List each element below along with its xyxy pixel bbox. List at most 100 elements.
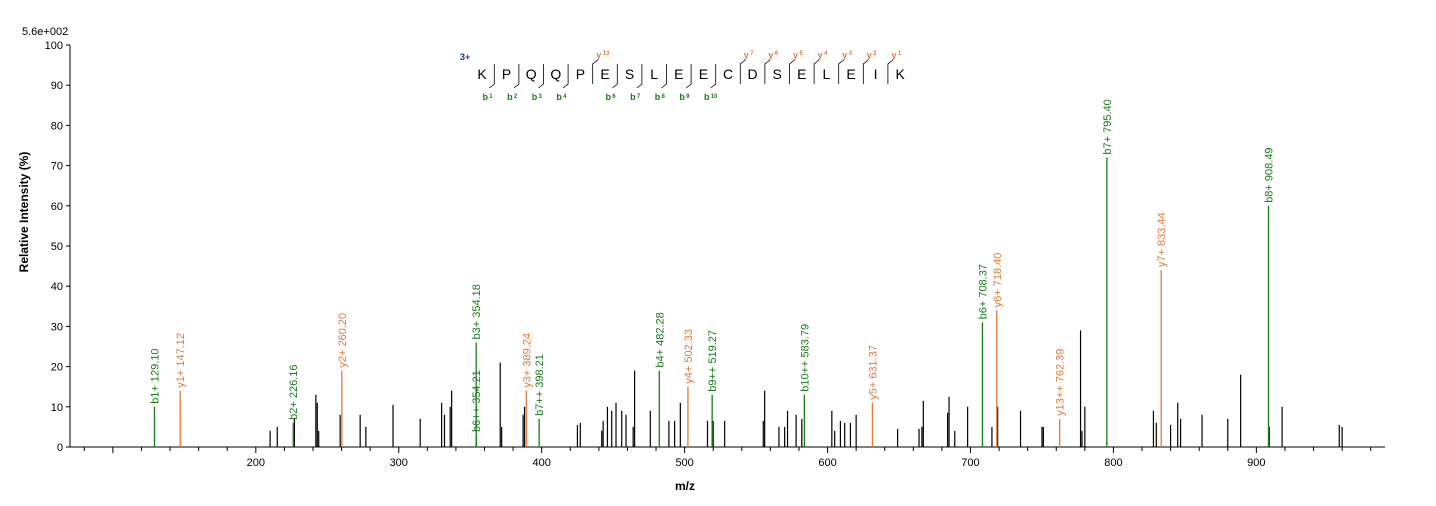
x-tick-label: 800 — [1104, 457, 1122, 469]
b-ion-letter: b — [556, 92, 562, 102]
sequence-residue: Q — [526, 66, 537, 82]
x-tick-label: 400 — [533, 457, 551, 469]
y-ion-bracket — [813, 59, 820, 84]
y-ion-letter: y — [596, 50, 601, 60]
y-ion-bracket — [739, 59, 746, 84]
peaks — [153, 157, 1343, 447]
y-ion-letter: y — [818, 50, 823, 60]
x-tick-label: 200 — [247, 457, 265, 469]
y-ion-bracket — [789, 59, 795, 84]
y-tick-label: 100 — [45, 40, 63, 52]
peak-label: b1+ 129.10 — [149, 348, 161, 403]
peak-label: y6+ 718.40 — [992, 253, 1004, 308]
b-ion-number: 1 — [489, 94, 493, 100]
b-ion-letter: b — [704, 92, 710, 102]
sequence-residue: Q — [550, 66, 561, 82]
peak-label: y3+ 389.24 — [521, 333, 533, 388]
y-tick-label: 0 — [57, 442, 63, 454]
sequence-residue: E — [600, 66, 609, 82]
x-tick-label: 900 — [1247, 457, 1265, 469]
b-ion-bracket — [489, 64, 495, 89]
x-tick-label: 600 — [818, 457, 836, 469]
b-ion-number: 6 — [612, 94, 616, 100]
y-ion-number: 13 — [603, 51, 610, 57]
peak-label: b7++ 398.21 — [534, 354, 546, 416]
b-ion-bracket — [685, 64, 692, 89]
b-ion-bracket — [562, 64, 569, 89]
sequence-residue: K — [477, 66, 487, 82]
y-ion-letter: y — [793, 50, 798, 60]
peak-label: b6++ 354.21 — [471, 370, 483, 432]
y-tick-label: 10 — [51, 402, 63, 414]
y-ion-letter: y — [891, 50, 896, 60]
b-ion-number: 3 — [539, 94, 543, 100]
b-ion-bracket — [612, 64, 618, 89]
sequence-residue: L — [823, 66, 831, 82]
b-ion-marker: b 10 — [704, 64, 718, 102]
y-ion-bracket — [862, 59, 869, 84]
sequence-residue: L — [650, 66, 658, 82]
peptide-sequence: 3+K P Q Q P E S L E E C D S E L E I Kb 1 b 2 b 3 b 4 b 6 b 7 b 8 b 9 b 10y… — [460, 50, 906, 102]
x-tick-label: 300 — [390, 457, 408, 469]
peak-label: b8+ 908.49 — [1263, 147, 1275, 202]
y-ion-number: 2 — [873, 51, 877, 57]
y-tick-label: 30 — [51, 321, 63, 333]
y-ion-bracket — [592, 59, 598, 84]
sequence-residue: E — [674, 66, 683, 82]
y-tick-label: 70 — [51, 161, 63, 173]
b-ion-letter: b — [507, 92, 513, 102]
sequence-residue: P — [576, 66, 585, 82]
peak-label: b6+ 708.37 — [977, 264, 989, 319]
y-ion-marker: y 13 — [592, 50, 610, 84]
sequence-residue: S — [625, 66, 634, 82]
b-ion-number: 9 — [686, 94, 690, 100]
y-tick-label: 80 — [51, 120, 63, 132]
y-ion-number: 4 — [824, 51, 828, 57]
x-tick-label: 700 — [961, 457, 979, 469]
peak-label: b9++ 519.27 — [707, 330, 719, 392]
x-ticks: 200 300 400 500 600 700 800 900 — [83, 447, 1372, 469]
b-ion-bracket — [538, 64, 544, 89]
y-ion-number: 7 — [750, 51, 754, 57]
sequence-residue: E — [797, 66, 806, 82]
y-axis-title: Relative Intensity (%) — [17, 152, 31, 273]
y-ion-letter: y — [744, 50, 749, 60]
y-ticks: 0 10 20 30 40 50 60 70 80 90 100 — [45, 40, 70, 454]
sequence-residue: C — [723, 66, 733, 82]
y-ion-number: 5 — [800, 51, 804, 57]
y-ion-number: 3 — [849, 51, 853, 57]
y-ion-letter: y — [842, 50, 847, 60]
peak-label: b3+ 354.18 — [471, 284, 483, 339]
b-ion-number: 8 — [662, 94, 666, 100]
b-ion-bracket — [661, 64, 667, 89]
b-ion-bracket — [710, 64, 717, 89]
y-ion-number: 1 — [898, 51, 902, 57]
peak-label: y2+ 260.20 — [337, 313, 349, 368]
b-ion-number: 10 — [711, 94, 718, 100]
peak-label: b7+ 795.40 — [1102, 99, 1114, 154]
y-ion-bracket — [887, 59, 894, 84]
b-ion-bracket — [513, 64, 520, 89]
b-ion-letter: b — [606, 92, 612, 102]
y-tick-label: 40 — [51, 281, 63, 293]
y-tick-label: 60 — [51, 201, 63, 213]
y-ion-letter: y — [867, 50, 872, 60]
b-ion-letter: b — [630, 92, 636, 102]
sequence-residue: D — [748, 66, 758, 82]
sequence-residue: S — [773, 66, 782, 82]
y-ion-number: 6 — [775, 51, 779, 57]
